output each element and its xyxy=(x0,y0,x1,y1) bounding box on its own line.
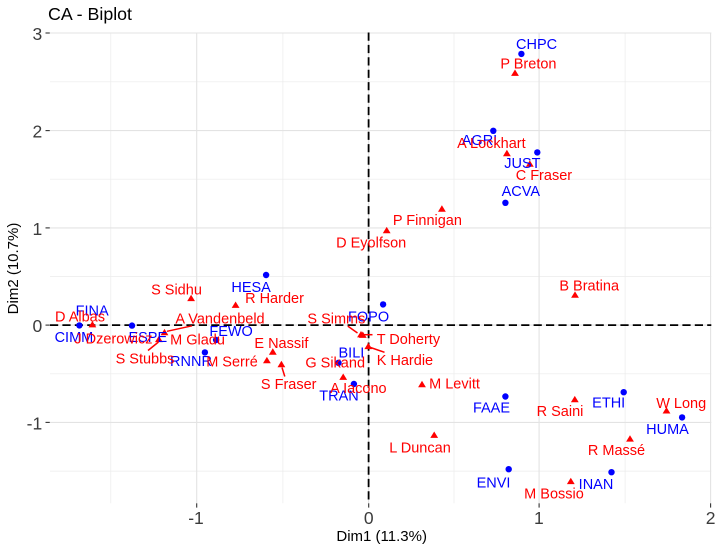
svg-text:Dim1 (11.3%): Dim1 (11.3%) xyxy=(336,528,427,545)
svg-text:-1: -1 xyxy=(188,508,204,528)
svg-text:K Hardie: K Hardie xyxy=(377,353,433,369)
svg-text:JUST: JUST xyxy=(504,156,540,172)
svg-text:G Sikand: G Sikand xyxy=(305,356,365,372)
svg-text:M Levitt: M Levitt xyxy=(429,377,480,393)
svg-text:INAN: INAN xyxy=(579,477,614,493)
svg-text:ESPE: ESPE xyxy=(128,330,167,346)
svg-text:M Serré: M Serré xyxy=(206,355,258,371)
svg-text:FINA: FINA xyxy=(76,304,109,320)
svg-text:M Gladu: M Gladu xyxy=(170,333,225,349)
svg-text:M Bossio: M Bossio xyxy=(524,487,584,503)
svg-text:ENVI: ENVI xyxy=(477,476,511,492)
svg-text:TRAN: TRAN xyxy=(319,389,358,405)
svg-text:S Stubbs: S Stubbs xyxy=(116,352,175,368)
svg-text:AGRI: AGRI xyxy=(462,133,497,149)
svg-text:S Fraser: S Fraser xyxy=(261,377,317,393)
svg-text:A Lockhart: A Lockhart xyxy=(457,136,526,152)
svg-text:R Saini: R Saini xyxy=(537,404,584,420)
svg-text:J Dzerowicz: J Dzerowicz xyxy=(74,332,152,348)
svg-text:2: 2 xyxy=(32,122,42,142)
svg-text:S Sidhu: S Sidhu xyxy=(151,282,202,298)
svg-text:R Massé: R Massé xyxy=(588,443,645,459)
svg-text:C Fraser: C Fraser xyxy=(516,168,573,184)
svg-text:RNNR: RNNR xyxy=(170,354,212,370)
svg-text:P Finnigan: P Finnigan xyxy=(393,213,462,229)
svg-text:FEWO: FEWO xyxy=(209,324,253,340)
svg-text:CA - Biplot: CA - Biplot xyxy=(48,4,132,24)
svg-text:Dim2 (10.7%): Dim2 (10.7%) xyxy=(5,223,22,315)
svg-text:S Simms: S Simms xyxy=(307,312,365,328)
svg-text:T Doherty: T Doherty xyxy=(377,332,441,348)
svg-text:A Vandenbeld: A Vandenbeld xyxy=(175,311,264,327)
svg-text:D Albas: D Albas xyxy=(55,310,105,326)
svg-text:ETHI: ETHI xyxy=(592,396,625,412)
svg-text:BILI: BILI xyxy=(339,346,365,362)
svg-text:D Eyolfson: D Eyolfson xyxy=(336,236,406,252)
svg-text:0: 0 xyxy=(32,316,42,336)
svg-text:1: 1 xyxy=(534,508,544,528)
svg-text:FAAE: FAAE xyxy=(473,401,510,417)
svg-text:ACVA: ACVA xyxy=(502,184,541,200)
svg-text:2: 2 xyxy=(706,508,716,528)
svg-text:E Nassif: E Nassif xyxy=(254,336,309,352)
svg-text:CIMM: CIMM xyxy=(55,330,94,346)
svg-text:HUMA: HUMA xyxy=(646,422,689,438)
svg-text:0: 0 xyxy=(364,508,374,528)
svg-text:-1: -1 xyxy=(27,413,43,433)
svg-text:B Bratina: B Bratina xyxy=(559,278,620,294)
svg-text:1: 1 xyxy=(32,219,42,239)
svg-text:P Breton: P Breton xyxy=(500,56,556,72)
svg-text:3: 3 xyxy=(32,24,42,44)
svg-text:HESA: HESA xyxy=(231,280,271,296)
svg-text:FOPO: FOPO xyxy=(348,309,389,325)
svg-text:R Harder: R Harder xyxy=(245,291,304,307)
svg-text:CHPC: CHPC xyxy=(516,37,557,53)
svg-text:A Iacono: A Iacono xyxy=(330,381,386,397)
svg-text:W Long: W Long xyxy=(656,396,706,412)
svg-text:L Duncan: L Duncan xyxy=(389,440,451,456)
